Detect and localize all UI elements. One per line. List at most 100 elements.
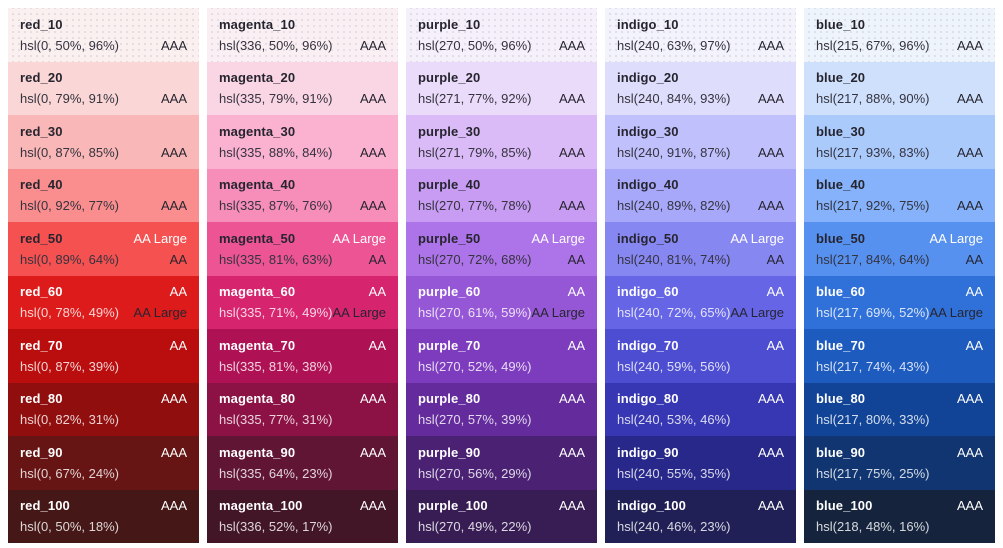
swatch-red_60[interactable]: red_60 AA hsl(0, 78%, 49%) AA Large	[8, 275, 199, 329]
swatch-hsl-value: hsl(0, 87%, 39%)	[20, 358, 119, 374]
swatch-red_70[interactable]: red_70 AA hsl(0, 87%, 39%)	[8, 329, 199, 383]
swatch-blue_60[interactable]: blue_60 AA hsl(217, 69%, 52%) AA Large	[804, 275, 995, 329]
swatch-name: indigo_60	[617, 284, 679, 300]
swatch-indigo_60[interactable]: indigo_60 AA hsl(240, 72%, 65%) AA Large	[605, 275, 796, 329]
swatch-magenta_20[interactable]: magenta_20 hsl(335, 79%, 91%) AAA	[207, 61, 398, 115]
swatch-name: red_60	[20, 284, 63, 300]
swatch-magenta_10[interactable]: magenta_10 hsl(336, 50%, 96%) AAA	[207, 8, 398, 62]
swatch-name: blue_90	[816, 444, 866, 460]
swatch-blue_90[interactable]: blue_90 AAA hsl(217, 75%, 25%)	[804, 436, 995, 490]
swatch-indigo_80[interactable]: indigo_80 AAA hsl(240, 53%, 46%)	[605, 382, 796, 436]
contrast-badge-dark: AAA	[956, 91, 983, 107]
swatch-indigo_20[interactable]: indigo_20 hsl(240, 84%, 93%) AAA	[605, 61, 796, 115]
swatch-name: magenta_10	[219, 16, 296, 32]
swatch-name: indigo_10	[617, 16, 679, 32]
swatch-blue_30[interactable]: blue_30 hsl(217, 93%, 83%) AAA	[804, 115, 995, 169]
swatch-magenta_90[interactable]: magenta_90 AAA hsl(335, 64%, 23%)	[207, 436, 398, 490]
swatch-red_30[interactable]: red_30 hsl(0, 87%, 85%) AAA	[8, 115, 199, 169]
swatch-indigo_100[interactable]: indigo_100 AAA hsl(240, 46%, 23%)	[605, 489, 796, 543]
swatch-indigo_10[interactable]: indigo_10 hsl(240, 63%, 97%) AAA	[605, 8, 796, 62]
swatch-hsl-value: hsl(270, 72%, 68%)	[418, 251, 532, 267]
swatch-red_20[interactable]: red_20 hsl(0, 79%, 91%) AAA	[8, 61, 199, 115]
swatch-purple_30[interactable]: purple_30 hsl(271, 79%, 85%) AAA	[406, 115, 597, 169]
contrast-badge-dark: AAA	[558, 144, 585, 160]
swatch-purple_50[interactable]: purple_50 AA Large hsl(270, 72%, 68%) AA	[406, 222, 597, 276]
swatch-name: red_50	[20, 230, 63, 246]
swatch-magenta_30[interactable]: magenta_30 hsl(335, 88%, 84%) AAA	[207, 115, 398, 169]
contrast-badge-light: AA Large	[133, 230, 188, 246]
swatch-name: magenta_100	[219, 498, 303, 514]
color-column-purple: purple_10 hsl(270, 50%, 96%) AAA purple_20 h…	[406, 8, 597, 543]
swatch-purple_90[interactable]: purple_90 AAA hsl(270, 56%, 29%)	[406, 436, 597, 490]
swatch-hsl-value: hsl(240, 91%, 87%)	[617, 144, 731, 160]
swatch-hsl-value: hsl(217, 88%, 90%)	[816, 91, 930, 107]
swatch-name: magenta_80	[219, 391, 296, 407]
swatch-purple_80[interactable]: purple_80 AAA hsl(270, 57%, 39%)	[406, 382, 597, 436]
swatch-magenta_60[interactable]: magenta_60 AA hsl(335, 71%, 49%) AA Large	[207, 275, 398, 329]
swatch-purple_70[interactable]: purple_70 AA hsl(270, 52%, 49%)	[406, 329, 597, 383]
swatch-hsl-value: hsl(270, 77%, 78%)	[418, 198, 532, 214]
swatch-blue_80[interactable]: blue_80 AAA hsl(217, 80%, 33%)	[804, 382, 995, 436]
contrast-badge-dark: AA Large	[332, 305, 387, 321]
contrast-badge-dark: AA	[965, 251, 983, 267]
swatch-red_100[interactable]: red_100 AAA hsl(0, 50%, 18%)	[8, 489, 199, 543]
swatch-blue_70[interactable]: blue_70 AA hsl(217, 74%, 43%)	[804, 329, 995, 383]
contrast-badge-dark: AAA	[359, 37, 386, 53]
swatch-magenta_100[interactable]: magenta_100 AAA hsl(336, 52%, 17%)	[207, 489, 398, 543]
swatch-hsl-value: hsl(240, 84%, 93%)	[617, 91, 731, 107]
swatch-hsl-value: hsl(271, 79%, 85%)	[418, 144, 532, 160]
contrast-badge-light: AA	[169, 284, 187, 300]
swatch-purple_100[interactable]: purple_100 AAA hsl(270, 49%, 22%)	[406, 489, 597, 543]
swatch-name: indigo_50	[617, 230, 679, 246]
contrast-badge-dark: AA	[169, 251, 187, 267]
contrast-badge-dark: AAA	[160, 198, 187, 214]
swatch-hsl-value: hsl(217, 84%, 64%)	[816, 251, 930, 267]
swatch-red_10[interactable]: red_10 hsl(0, 50%, 96%) AAA	[8, 8, 199, 62]
contrast-badge-dark: AAA	[757, 37, 784, 53]
swatch-magenta_50[interactable]: magenta_50 AA Large hsl(335, 81%, 63%) AA	[207, 222, 398, 276]
swatch-red_80[interactable]: red_80 AAA hsl(0, 82%, 31%)	[8, 382, 199, 436]
swatch-blue_10[interactable]: blue_10 hsl(215, 67%, 96%) AAA	[804, 8, 995, 62]
swatch-name: purple_100	[418, 498, 488, 514]
swatch-purple_40[interactable]: purple_40 hsl(270, 77%, 78%) AAA	[406, 168, 597, 222]
contrast-badge-light: AAA	[359, 391, 386, 407]
contrast-badge-dark: AAA	[359, 91, 386, 107]
swatch-name: red_100	[20, 498, 70, 514]
swatch-red_50[interactable]: red_50 AA Large hsl(0, 89%, 64%) AA	[8, 222, 199, 276]
swatch-indigo_90[interactable]: indigo_90 AAA hsl(240, 55%, 35%)	[605, 436, 796, 490]
swatch-hsl-value: hsl(335, 64%, 23%)	[219, 465, 333, 481]
swatch-hsl-value: hsl(217, 80%, 33%)	[816, 412, 930, 428]
swatch-name: purple_60	[418, 284, 481, 300]
swatch-purple_20[interactable]: purple_20 hsl(271, 77%, 92%) AAA	[406, 61, 597, 115]
swatch-blue_40[interactable]: blue_40 hsl(217, 92%, 75%) AAA	[804, 168, 995, 222]
swatch-red_90[interactable]: red_90 AAA hsl(0, 67%, 24%)	[8, 436, 199, 490]
swatch-hsl-value: hsl(217, 74%, 43%)	[816, 358, 930, 374]
swatch-magenta_80[interactable]: magenta_80 AAA hsl(335, 77%, 31%)	[207, 382, 398, 436]
swatch-magenta_40[interactable]: magenta_40 hsl(335, 87%, 76%) AAA	[207, 168, 398, 222]
swatch-indigo_70[interactable]: indigo_70 AA hsl(240, 59%, 56%)	[605, 329, 796, 383]
contrast-badge-light: AA Large	[332, 230, 387, 246]
contrast-badge-light: AA	[368, 284, 386, 300]
swatch-purple_10[interactable]: purple_10 hsl(270, 50%, 96%) AAA	[406, 8, 597, 62]
swatch-indigo_30[interactable]: indigo_30 hsl(240, 91%, 87%) AAA	[605, 115, 796, 169]
swatch-hsl-value: hsl(217, 92%, 75%)	[816, 198, 930, 214]
swatch-hsl-value: hsl(240, 59%, 56%)	[617, 358, 731, 374]
swatch-blue_50[interactable]: blue_50 AA Large hsl(217, 84%, 64%) AA	[804, 222, 995, 276]
swatch-hsl-value: hsl(270, 57%, 39%)	[418, 412, 532, 428]
contrast-badge-light: AAA	[359, 444, 386, 460]
swatch-indigo_40[interactable]: indigo_40 hsl(240, 89%, 82%) AAA	[605, 168, 796, 222]
contrast-badge-light: AA	[567, 337, 585, 353]
swatch-blue_20[interactable]: blue_20 hsl(217, 88%, 90%) AAA	[804, 61, 995, 115]
swatch-name: blue_30	[816, 123, 866, 139]
swatch-name: magenta_90	[219, 444, 296, 460]
swatch-name: indigo_90	[617, 444, 679, 460]
swatch-purple_60[interactable]: purple_60 AA hsl(270, 61%, 59%) AA Large	[406, 275, 597, 329]
swatch-hsl-value: hsl(270, 52%, 49%)	[418, 358, 532, 374]
swatch-red_40[interactable]: red_40 hsl(0, 92%, 77%) AAA	[8, 168, 199, 222]
swatch-blue_100[interactable]: blue_100 AAA hsl(218, 48%, 16%)	[804, 489, 995, 543]
swatch-magenta_70[interactable]: magenta_70 AA hsl(335, 81%, 38%)	[207, 329, 398, 383]
swatch-indigo_50[interactable]: indigo_50 AA Large hsl(240, 81%, 74%) AA	[605, 222, 796, 276]
swatch-name: blue_100	[816, 498, 873, 514]
swatch-hsl-value: hsl(335, 77%, 31%)	[219, 412, 333, 428]
